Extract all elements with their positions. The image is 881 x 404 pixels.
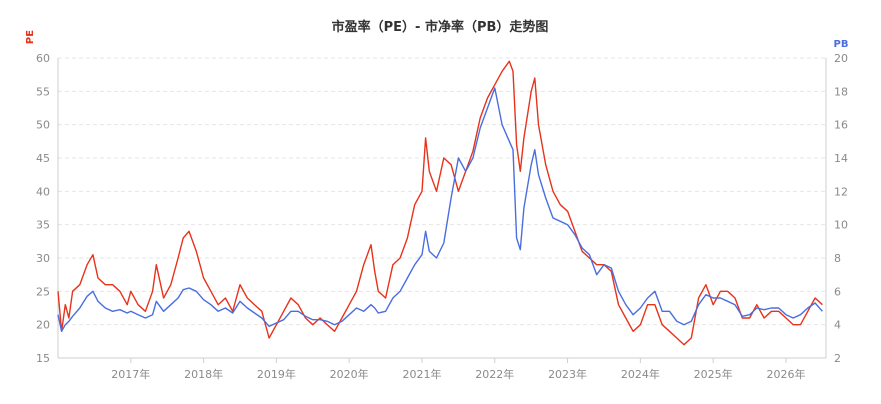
x-tick-label: 2023年 bbox=[548, 367, 587, 381]
y-right-tick-label: 12 bbox=[834, 185, 848, 198]
y-left-tick-label: 50 bbox=[36, 119, 50, 132]
y-right-tick-label: 6 bbox=[834, 285, 841, 298]
y-left-axis-name: PE bbox=[25, 30, 36, 44]
pe-series-line bbox=[57, 60, 823, 346]
y-left-tick-label: 35 bbox=[36, 219, 50, 232]
x-tick-label: 2020年 bbox=[330, 367, 369, 381]
y-right-tick-label: 8 bbox=[834, 252, 841, 265]
x-tick-label: 2024年 bbox=[621, 367, 660, 381]
pb-series-line bbox=[57, 87, 823, 332]
y-left-tick-label: 55 bbox=[36, 85, 50, 98]
y-right-axis-name: PB bbox=[834, 39, 849, 50]
y-right-tick-label: 16 bbox=[834, 119, 848, 132]
series-lines bbox=[57, 60, 823, 346]
x-tick-label: 2017年 bbox=[111, 367, 150, 381]
x-tick-label: 2021年 bbox=[402, 367, 441, 381]
y-left-tick-label: 30 bbox=[36, 252, 50, 265]
y-left-tick-label: 40 bbox=[36, 185, 50, 198]
x-tick-label: 2018年 bbox=[184, 367, 223, 381]
y-left-tick-label: 20 bbox=[36, 319, 50, 332]
x-tick-label: 2022年 bbox=[475, 367, 514, 381]
axes: 15 20 25 30 35 40 45 50 55 60 2 4 6 8 10 12 14 16 18 20 2017… bbox=[36, 52, 848, 381]
x-tick-label: 2026年 bbox=[766, 367, 805, 381]
y-left-tick-label: 15 bbox=[36, 352, 50, 365]
x-tick-label: 2025年 bbox=[694, 367, 733, 381]
y-right-tick-label: 18 bbox=[834, 85, 848, 98]
y-left-tick-label: 45 bbox=[36, 152, 50, 165]
y-right-tick-label: 2 bbox=[834, 352, 841, 365]
y-left-tick-label: 25 bbox=[36, 285, 50, 298]
grid-lines bbox=[58, 57, 826, 326]
x-tick-label: 2019年 bbox=[257, 367, 296, 381]
y-right-tick-label: 10 bbox=[834, 219, 848, 232]
y-right-tick-label: 20 bbox=[834, 52, 848, 65]
y-left-tick-label: 60 bbox=[36, 52, 50, 65]
y-right-tick-label: 4 bbox=[834, 319, 841, 332]
y-right-tick-label: 14 bbox=[834, 152, 848, 165]
chart-title: 市盈率（PE）- 市净率（PB）走势图 bbox=[332, 19, 549, 35]
